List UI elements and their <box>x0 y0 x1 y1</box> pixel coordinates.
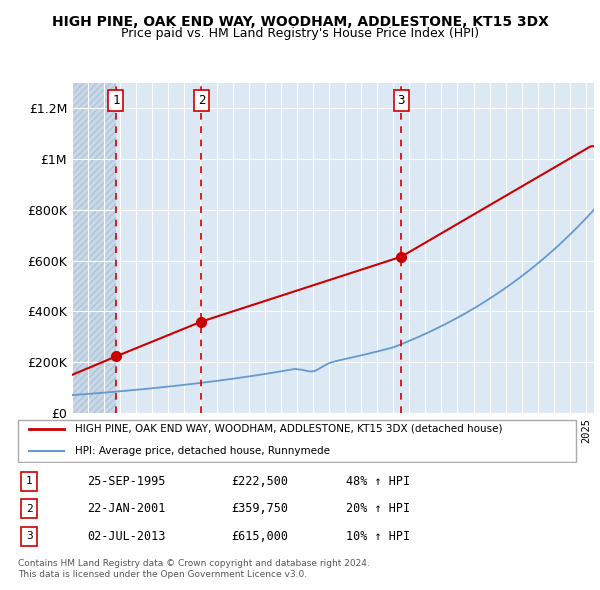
FancyBboxPatch shape <box>18 420 577 463</box>
Text: Price paid vs. HM Land Registry's House Price Index (HPI): Price paid vs. HM Land Registry's House … <box>121 27 479 40</box>
Text: 25-SEP-1995: 25-SEP-1995 <box>87 475 165 488</box>
Text: 02-JUL-2013: 02-JUL-2013 <box>87 530 165 543</box>
Text: 3: 3 <box>26 531 32 541</box>
Bar <box>72 83 116 413</box>
Text: HIGH PINE, OAK END WAY, WOODHAM, ADDLESTONE, KT15 3DX (detached house): HIGH PINE, OAK END WAY, WOODHAM, ADDLEST… <box>76 424 503 434</box>
Text: 1: 1 <box>26 477 32 487</box>
Text: HIGH PINE, OAK END WAY, WOODHAM, ADDLESTONE, KT15 3DX: HIGH PINE, OAK END WAY, WOODHAM, ADDLEST… <box>52 15 548 29</box>
Text: Contains HM Land Registry data © Crown copyright and database right 2024.
This d: Contains HM Land Registry data © Crown c… <box>18 559 370 579</box>
Text: 20% ↑ HPI: 20% ↑ HPI <box>346 502 410 516</box>
Text: HPI: Average price, detached house, Runnymede: HPI: Average price, detached house, Runn… <box>76 446 331 455</box>
Text: £222,500: £222,500 <box>231 475 288 488</box>
Text: 1: 1 <box>112 94 119 107</box>
Text: 10% ↑ HPI: 10% ↑ HPI <box>346 530 410 543</box>
Text: 22-JAN-2001: 22-JAN-2001 <box>87 502 165 516</box>
Text: £359,750: £359,750 <box>231 502 288 516</box>
Text: 3: 3 <box>398 94 405 107</box>
Text: 48% ↑ HPI: 48% ↑ HPI <box>346 475 410 488</box>
Text: 2: 2 <box>198 94 205 107</box>
Text: £615,000: £615,000 <box>231 530 288 543</box>
Text: 2: 2 <box>26 504 32 514</box>
